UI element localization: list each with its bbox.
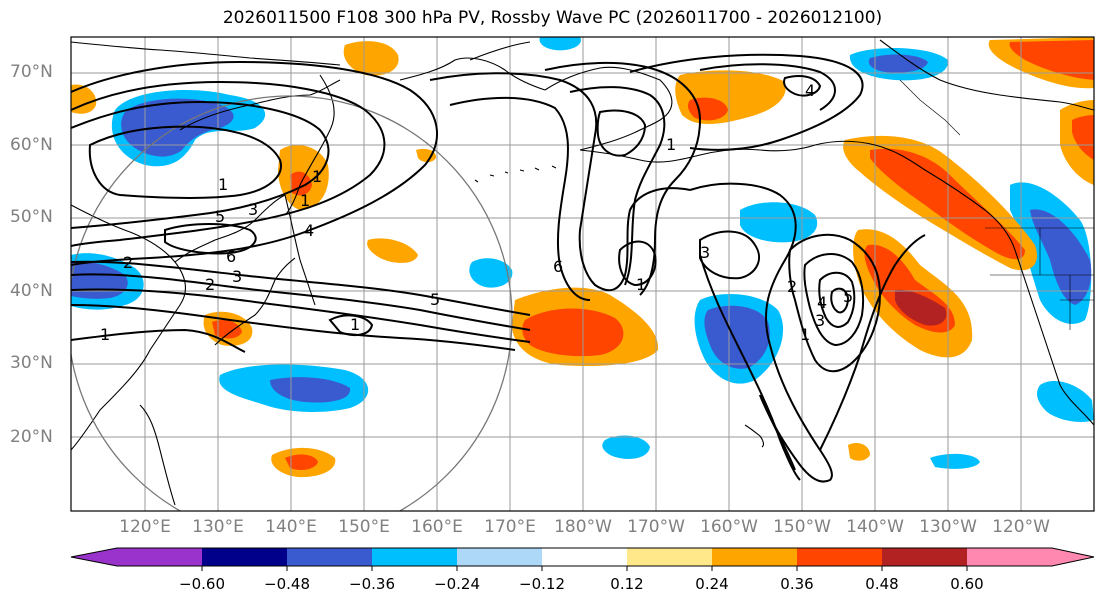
cb-swatch-pos060 xyxy=(967,548,1052,566)
contour-label: 3 xyxy=(232,267,242,286)
pos-anomaly-ne-corner-core xyxy=(1009,40,1094,80)
pos-anomaly-gulf-alaska-dark xyxy=(895,289,947,326)
lat-label: 70°N xyxy=(10,62,53,82)
cb-extend-low xyxy=(71,548,117,566)
contour-label-group: 1 2 1 3 5 6 2 3 4 1 5 6 1 3 1 4 2 4 5 1 … xyxy=(100,81,853,344)
lon-label: 140°W xyxy=(846,517,904,537)
contour-label: 4 xyxy=(817,293,827,312)
contour-label: 3 xyxy=(248,200,258,219)
neg-anomaly-us-west-core xyxy=(1030,209,1092,305)
contour-label: 4 xyxy=(304,221,314,240)
cb-swatch-pos048 xyxy=(882,548,967,566)
contour-label: 5 xyxy=(215,207,225,226)
colorbar-tick-label: −0.48 xyxy=(264,575,310,593)
cb-swatch-neg024 xyxy=(372,548,457,566)
borders xyxy=(899,79,1094,330)
pos-anomaly-canada-east-core xyxy=(1072,115,1094,160)
contour-label: 1 xyxy=(800,325,810,344)
contour-label: 1 xyxy=(312,167,322,186)
contour-label: 1 xyxy=(350,315,360,334)
lon-label: 120°E xyxy=(119,517,171,537)
pos-anomaly-north-pacific-core xyxy=(522,308,624,357)
pos-anomaly-alaska-north-core xyxy=(687,97,728,121)
cb-swatch-neg048 xyxy=(202,548,287,566)
neg-anomaly-south-1-core xyxy=(270,377,351,403)
pos-anomaly-chukchi xyxy=(416,148,437,163)
neg-anomaly-arctic-core xyxy=(868,54,928,73)
contour-label: 2 xyxy=(787,277,797,296)
contour-label: 5 xyxy=(843,287,853,306)
cb-swatch-neg012 xyxy=(457,548,542,566)
lon-label: 170°E xyxy=(484,517,536,537)
colorbar xyxy=(70,547,1095,571)
contour-label: 5 xyxy=(430,290,440,309)
colorbar-tick-label: −0.12 xyxy=(519,575,565,593)
neg-anomaly-mexico xyxy=(1037,380,1094,422)
cb-swatch-pos036 xyxy=(797,548,882,566)
lon-label: 150°W xyxy=(773,517,831,537)
lon-label: 140°E xyxy=(265,517,317,537)
cb-swatch-neg060 xyxy=(117,548,202,566)
contour-label: 6 xyxy=(553,257,563,276)
pos-anomaly-south-west-core xyxy=(285,454,318,470)
contour-label: 1 xyxy=(300,191,310,210)
lon-label: 160°W xyxy=(700,517,758,537)
lon-label: 150°E xyxy=(338,517,390,537)
colorbar-tick-label: 0.48 xyxy=(865,575,899,593)
contour-label: 1 xyxy=(666,135,676,154)
neg-anomaly-170e xyxy=(469,258,513,288)
lon-label: 170°W xyxy=(627,517,685,537)
neg-anomaly-east-pac xyxy=(930,453,980,469)
cb-swatch-zero xyxy=(542,548,627,566)
contour-label: 6 xyxy=(226,247,236,266)
lat-label: 50°N xyxy=(10,207,53,227)
colorbar-tick-label: 0.24 xyxy=(695,575,729,593)
lat-label: 30°N xyxy=(10,353,53,373)
lon-label: 130°E xyxy=(192,517,244,537)
lon-label: 120°W xyxy=(992,517,1050,537)
colorbar-tick-label: 0.36 xyxy=(780,575,814,593)
contour-label: 3 xyxy=(815,311,825,330)
cb-swatch-pos012 xyxy=(627,548,712,566)
radius-circle xyxy=(71,95,513,511)
contour-label: 2 xyxy=(123,253,133,272)
cb-ticks xyxy=(201,566,968,571)
pos-anomaly-okhotsk xyxy=(343,41,399,76)
map-frame xyxy=(70,36,1095,512)
cb-outline xyxy=(70,547,1095,567)
cb-extend-high xyxy=(1052,548,1094,566)
lat-label: 40°N xyxy=(10,281,53,301)
lon-label: 130°W xyxy=(919,517,977,537)
colorbar-tick-label: 0.60 xyxy=(950,575,984,593)
contour-label: 1 xyxy=(218,175,228,194)
coastlines xyxy=(71,39,1094,506)
pos-anomaly-japan-core xyxy=(212,320,242,339)
lon-label: 180°W xyxy=(554,517,612,537)
lat-label: 20°N xyxy=(10,427,53,447)
colorbar-tick-label: −0.24 xyxy=(434,575,480,593)
cb-swatch-neg036 xyxy=(287,548,372,566)
colorbar-tick-label: −0.36 xyxy=(349,575,395,593)
neg-anomaly-gulf-alaska xyxy=(740,202,818,243)
pos-anomaly-hawaii xyxy=(848,443,870,461)
pos-anomaly-165e xyxy=(367,238,418,263)
neg-anomaly-nw-corner xyxy=(539,37,581,51)
cb-swatch-pos024 xyxy=(712,548,797,566)
contour-label: 1 xyxy=(636,275,646,294)
contour-label: 2 xyxy=(205,275,215,294)
lon-label: 160°E xyxy=(411,517,463,537)
contour-label: 3 xyxy=(700,243,710,262)
contour-lines xyxy=(71,53,926,483)
colorbar-tick-label: 0.12 xyxy=(610,575,644,593)
contour-label: 4 xyxy=(805,81,815,100)
neg-anomaly-hawaii-north xyxy=(602,435,650,459)
colorbar-tick-label: −0.60 xyxy=(179,575,225,593)
lat-label: 60°N xyxy=(10,135,53,155)
contour-label: 1 xyxy=(100,325,110,344)
map-title: 2026011500 F108 300 hPa PV, Rossby Wave … xyxy=(222,8,883,28)
neg-anomaly-dateline-core xyxy=(704,305,770,369)
